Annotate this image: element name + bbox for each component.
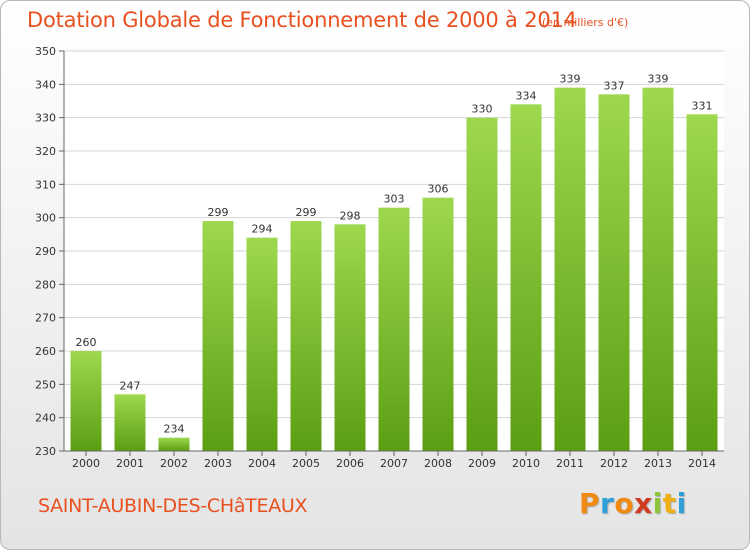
- x-tick-label: 2008: [424, 457, 452, 470]
- value-label: 337: [604, 79, 625, 92]
- bar: [114, 394, 146, 451]
- value-label: 299: [296, 206, 317, 219]
- bar: [422, 197, 454, 451]
- bars: [70, 87, 718, 452]
- bar: [202, 221, 234, 451]
- bar: [246, 237, 278, 451]
- value-label: 294: [252, 223, 273, 236]
- value-label: 331: [692, 99, 713, 112]
- value-label: 339: [648, 73, 669, 86]
- x-tick-label: 2000: [72, 457, 100, 470]
- axes: 230 240 250 260 270 280 290 300 310 320 330 340 350 2…: [35, 45, 724, 470]
- y-tick-label: 270: [35, 312, 56, 325]
- value-label: 303: [384, 193, 405, 206]
- y-tick-label: 350: [35, 45, 56, 58]
- value-label: 247: [120, 379, 141, 392]
- bar: [334, 224, 366, 451]
- y-tick-label: 310: [35, 178, 56, 191]
- x-tick-label: 2011: [556, 457, 584, 470]
- bar: [70, 351, 102, 451]
- x-tick-label: 2004: [248, 457, 276, 470]
- value-label: 260: [76, 336, 97, 349]
- bar: [510, 104, 542, 451]
- value-label: 298: [340, 209, 361, 222]
- y-tick-label: 230: [35, 445, 56, 458]
- y-tick-label: 290: [35, 245, 56, 258]
- bar: [290, 221, 322, 451]
- x-tick-label: 2007: [380, 457, 408, 470]
- logo-letter: x: [634, 487, 653, 520]
- y-tick-label: 300: [35, 212, 56, 225]
- logo-letter: o: [614, 487, 635, 520]
- value-label: 334: [516, 89, 537, 102]
- bar: [466, 117, 498, 452]
- x-tick-label: 2013: [644, 457, 672, 470]
- value-label: 339: [560, 73, 581, 86]
- bar: [686, 114, 718, 451]
- x-tick-label: 2002: [160, 457, 188, 470]
- y-tick-label: 240: [35, 412, 56, 425]
- logo-letter: i: [652, 487, 663, 520]
- value-label: 234: [164, 423, 185, 436]
- logo-letter: i: [676, 487, 687, 520]
- x-tick-label: 2003: [204, 457, 232, 470]
- proxiti-logo: Proxiti: [579, 487, 687, 520]
- bar: [378, 207, 410, 451]
- y-tick-label: 260: [35, 345, 56, 358]
- value-label: 306: [428, 183, 449, 196]
- y-tick-label: 330: [35, 112, 56, 125]
- bar: [642, 87, 674, 452]
- bar: [598, 94, 630, 451]
- x-tick-label: 2006: [336, 457, 364, 470]
- logo-letter: P: [579, 487, 601, 520]
- x-tick-label: 2012: [600, 457, 628, 470]
- value-label: 330: [472, 103, 493, 116]
- location-name: SAINT-AUBIN-DES-CHâTEAUX: [38, 495, 308, 517]
- logo-letter: t: [662, 487, 677, 520]
- x-tick-label: 2010: [512, 457, 540, 470]
- value-labels: 260 247 234 299 294 299 298 303 306 330 334 339 337 3…: [76, 73, 713, 436]
- x-tick-label: 2005: [292, 457, 320, 470]
- x-tick-label: 2014: [688, 457, 716, 470]
- bar: [554, 87, 586, 452]
- y-tick-label: 250: [35, 378, 56, 391]
- chart-subtitle: (en milliers d'€): [542, 16, 629, 29]
- y-tick-label: 280: [35, 278, 56, 291]
- y-tick-label: 340: [35, 78, 56, 91]
- y-tick-label: 320: [35, 145, 56, 158]
- x-tick-label: 2009: [468, 457, 496, 470]
- value-label: 299: [208, 206, 229, 219]
- chart-title: Dotation Globale de Fonctionnement de 20…: [27, 8, 577, 32]
- logo-letter: r: [600, 487, 615, 520]
- bar: [158, 437, 190, 451]
- x-tick-label: 2001: [116, 457, 144, 470]
